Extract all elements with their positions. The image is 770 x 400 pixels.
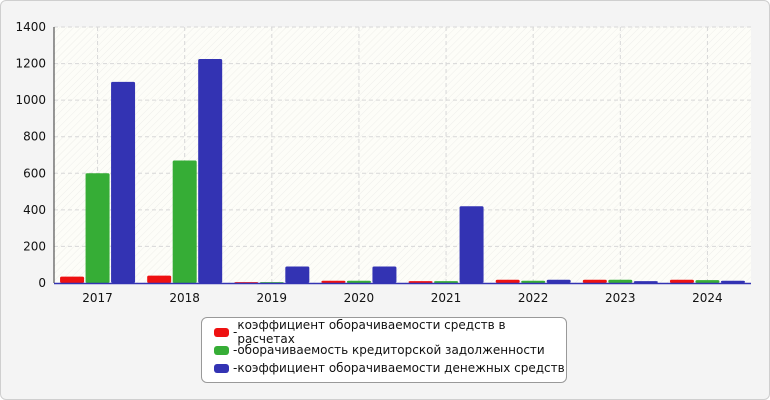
chart-legend: - коэффициент оборачиваемости средств в …	[201, 317, 567, 383]
legend-item-series-2: - оборачиваемость кредиторской задолженн…	[214, 341, 566, 359]
x-tick-label: 2018	[169, 291, 200, 305]
bar-3-2018	[198, 59, 223, 283]
grid-lines	[54, 26, 751, 283]
bar-3-2017	[111, 81, 136, 283]
y-tick-label: 1400	[15, 20, 46, 34]
legend-label-series-2: оборачиваемость кредиторской задолженнос…	[237, 343, 545, 357]
legend-prefix-2: -	[233, 343, 238, 357]
bar-2-2020	[346, 280, 371, 283]
y-tick-label: 1000	[15, 93, 46, 107]
legend-prefix-1: -	[233, 325, 238, 339]
y-tick-label: 1200	[15, 57, 46, 71]
bar-3-2023	[633, 281, 658, 283]
legend-item-series-3: - коэффициент оборачиваемости денежных с…	[214, 359, 566, 377]
y-tick-label: 600	[23, 166, 46, 180]
legend-swatch-series-2	[214, 345, 229, 355]
x-tick-label: 2022	[518, 291, 549, 305]
bar-3-2024	[720, 280, 745, 283]
legend-prefix-3: -	[233, 361, 238, 375]
x-tick-label: 2021	[431, 291, 462, 305]
bar-2-2023	[608, 279, 633, 283]
x-tick-label: 2024	[692, 291, 723, 305]
legend-label-series-1: коэффициент оборачиваемости средств в ра…	[237, 318, 506, 346]
bar-1-2020	[321, 280, 346, 283]
plot-area-hatch	[54, 27, 751, 283]
bar-2-2017	[85, 173, 110, 283]
y-tick-label: 0	[38, 276, 46, 290]
bar-1-2023	[582, 279, 607, 283]
legend-swatch-series-3	[214, 363, 229, 373]
axes	[53, 27, 751, 285]
legend-swatch-series-1	[214, 327, 229, 337]
bar-2-2021	[434, 281, 459, 283]
bar-1-2024	[669, 279, 694, 283]
tick-labels: 0 200 400 600 800 1000 1200 1400 2017 2018 2019 202…	[15, 20, 722, 305]
bar-3-2021	[459, 206, 484, 283]
legend-label-series-3: коэффициент оборачиваемости денежных сре…	[237, 361, 565, 375]
y-tick-label: 800	[23, 130, 46, 144]
bar-3-2019	[285, 266, 310, 283]
bar-1-2018	[147, 275, 172, 283]
y-tick-label: 200	[23, 239, 46, 253]
bar-chart: 0 200 400 600 800 1000 1200 1400 2017 2018 2019 202…	[15, 20, 751, 305]
bar-3-2020	[372, 266, 397, 283]
bar-1-2022	[495, 279, 520, 283]
x-tick-label: 2023	[605, 291, 636, 305]
bar-2-2024	[695, 280, 720, 283]
legend-item-series-1: - коэффициент оборачиваемости средств в …	[214, 318, 566, 346]
x-tick-label: 2019	[257, 291, 288, 305]
bar-2-2022	[521, 280, 546, 283]
bar-2-2018	[172, 160, 197, 283]
bars	[60, 59, 745, 283]
bar-1-2017	[60, 276, 85, 283]
x-tick-label: 2020	[344, 291, 375, 305]
bar-3-2022	[546, 279, 571, 283]
y-tick-label: 400	[23, 203, 46, 217]
bar-1-2021	[408, 281, 433, 283]
x-tick-label: 2017	[82, 291, 113, 305]
